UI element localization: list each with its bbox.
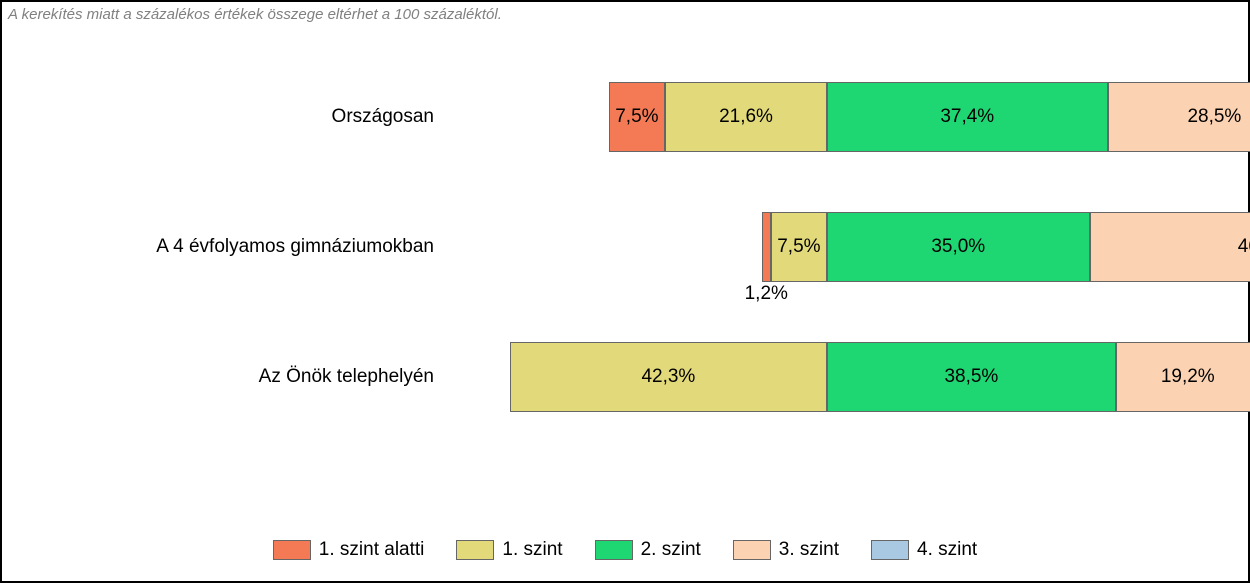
- bar-segment: 38,5%: [827, 342, 1116, 412]
- legend-swatch: [871, 540, 909, 560]
- bar-row: Az Önök telephelyén 42,3% 38,5% 19,2%: [2, 342, 1248, 412]
- legend-label: 3. szint: [779, 539, 839, 561]
- legend-item: 1. szint alatti: [273, 539, 425, 561]
- bar-segment: 28,5%: [1108, 82, 1250, 152]
- bar-segment: 7,5%: [609, 82, 665, 152]
- segment-value: 28,5%: [1187, 106, 1241, 128]
- bar-segment: 1,2%: [762, 212, 771, 282]
- legend: 1. szint alatti 1. szint 2. szint 3. szint 4…: [2, 539, 1248, 561]
- bar-track: 7,5%21,6%37,4%28,5%5,0%: [452, 82, 1202, 152]
- bar-segment: 46,7%: [1090, 212, 1250, 282]
- legend-swatch: [273, 540, 311, 560]
- legend-swatch: [595, 540, 633, 560]
- bar-track: 42,3%38,5%19,2%: [452, 342, 1202, 412]
- chart-footnote: A kerekítés miatt a százalékos értékek ö…: [8, 6, 502, 23]
- legend-label: 1. szint alatti: [319, 539, 425, 561]
- legend-label: 4. szint: [917, 539, 977, 561]
- segment-value: 35,0%: [931, 236, 985, 258]
- bar-row: A 4 évfolyamos gimnáziumokban 1,2% 7,5% 35,…: [2, 212, 1248, 282]
- segment-value: 7,5%: [777, 236, 820, 258]
- legend-item: 1. szint: [456, 539, 562, 561]
- legend-swatch: [733, 540, 771, 560]
- bars-area: Országosan7,5%21,6%37,4%28,5%5,0%A 4 évf…: [2, 82, 1248, 472]
- legend-label: 1. szint: [502, 539, 562, 561]
- bar-row: Országosan7,5%21,6%37,4%28,5%5,0%: [2, 82, 1248, 152]
- bar-segment: 42,3%: [510, 342, 827, 412]
- segment-value: 37,4%: [940, 106, 994, 128]
- legend-item: 4. szint: [871, 539, 977, 561]
- legend-label: 2. szint: [641, 539, 701, 561]
- bar-label: Országosan: [2, 106, 452, 128]
- bar-label: A 4 évfolyamos gimnáziumokban: [2, 236, 452, 258]
- bar-segment: 19,2%: [1116, 342, 1250, 412]
- bar-label: Az Önök telephelyén: [2, 366, 452, 388]
- bar-segment: 35,0%: [827, 212, 1090, 282]
- segment-value: 19,2%: [1161, 366, 1215, 388]
- segment-value: 1,2%: [745, 283, 788, 305]
- chart-container: A kerekítés miatt a százalékos értékek ö…: [0, 0, 1250, 583]
- bar-track: 1,2%7,5%35,0%46,7%9,5%: [452, 212, 1202, 282]
- legend-item: 3. szint: [733, 539, 839, 561]
- segment-value: 38,5%: [944, 366, 998, 388]
- segment-value: 7,5%: [615, 106, 658, 128]
- segment-value: 42,3%: [641, 366, 695, 388]
- bar-segment: 37,4%: [827, 82, 1108, 152]
- legend-item: 2. szint: [595, 539, 701, 561]
- legend-swatch: [456, 540, 494, 560]
- bar-segment: 7,5%: [771, 212, 827, 282]
- bar-segment: 21,6%: [665, 82, 827, 152]
- segment-value: 21,6%: [719, 106, 773, 128]
- segment-value: 46,7%: [1238, 236, 1250, 258]
